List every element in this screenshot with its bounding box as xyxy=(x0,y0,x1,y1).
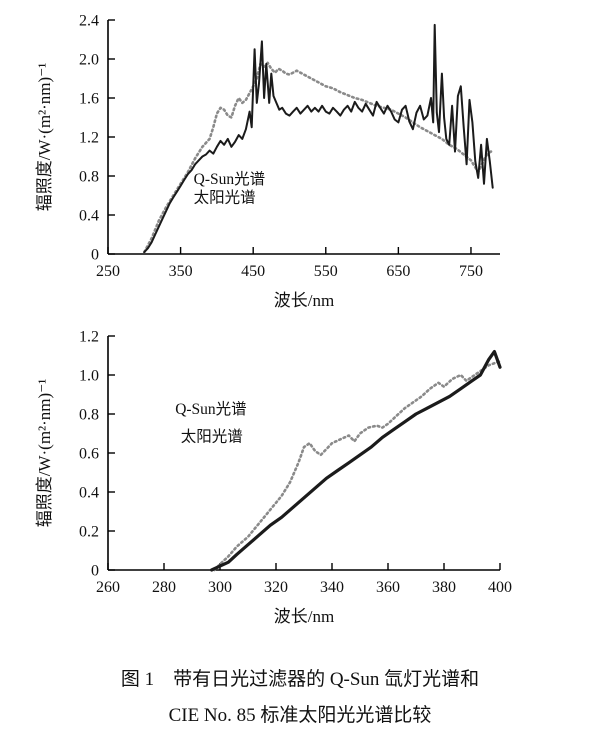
x-tick-label: 350 xyxy=(169,263,193,280)
x-tick-label: 650 xyxy=(386,263,410,280)
legend-annotation: Q-Sun光谱 xyxy=(175,400,246,418)
x-tick-label: 300 xyxy=(208,579,232,596)
x-tick-label: 450 xyxy=(241,263,265,280)
x-tick-label: 400 xyxy=(488,579,512,596)
figure-caption-line2: CIE No. 85 标准太阳光光谱比较 xyxy=(168,705,432,726)
top-spectrum-plot: 250 350 450 550 650 750 0 0.4 0.8 1.2 1.6 2.0 2.4 波长/… xyxy=(35,13,500,310)
y-tick-label: 1.6 xyxy=(79,91,99,108)
x-tick-label: 380 xyxy=(432,579,456,596)
y-tick-label: 0 xyxy=(91,247,99,264)
y-axis-title: 辐照度/W·(m²·nm)⁻¹ xyxy=(35,63,54,212)
figure-caption: 图 1 带有日光过滤器的 Q-Sun 氙灯光谱和 CIE No. 85 标准太阳… xyxy=(0,662,600,734)
y-tick-label: 2.4 xyxy=(79,13,99,30)
y-tick-label: 0.4 xyxy=(79,485,99,502)
x-tick-label: 280 xyxy=(152,579,176,596)
y-tick-label: 0.8 xyxy=(79,169,99,186)
series-solid-line xyxy=(210,350,502,572)
bottom-spectrum-chart: 260 280 300 320 340 360 380 400 0 0.2 0.4 0.6 0.8 1.0… xyxy=(28,322,514,639)
x-tick-label: 250 xyxy=(96,263,120,280)
x-axis-title: 波长/nm xyxy=(274,607,334,626)
x-tick-label: 340 xyxy=(320,579,344,596)
x-axis-title: 波长/nm xyxy=(274,291,334,310)
series-dotted-line xyxy=(213,360,502,572)
y-tick-label: 1.0 xyxy=(79,368,99,385)
legend-annotation: 太阳光谱 xyxy=(181,427,243,445)
x-tick-label: 750 xyxy=(459,263,483,280)
bottom-spectrum-plot: 260 280 300 320 340 360 380 400 0 0.2 0.4 0.6 0.8 1.0… xyxy=(35,329,512,627)
series-solid-line xyxy=(143,23,494,254)
y-tick-label: 0.6 xyxy=(79,446,99,463)
y-tick-label: 1.2 xyxy=(79,130,99,147)
y-tick-label: 0.4 xyxy=(79,208,99,225)
x-tick-label: 550 xyxy=(314,263,338,280)
y-tick-label: 1.2 xyxy=(79,329,99,346)
x-tick-label: 360 xyxy=(376,579,400,596)
legend-annotation: Q-Sun光谱 xyxy=(194,170,265,188)
y-tick-label: 0.8 xyxy=(79,407,99,424)
y-tick-label: 0.2 xyxy=(79,524,99,541)
legend-annotation: 太阳光谱 xyxy=(194,188,256,206)
y-axis-title: 辐照度/W·(m²·nm)⁻¹ xyxy=(35,379,54,528)
x-tick-label: 260 xyxy=(96,579,120,596)
top-spectrum-chart: 250 350 450 550 650 750 0 0.4 0.8 1.2 1.6 2.0 2.4 波长/… xyxy=(28,6,514,323)
series-dotted-line xyxy=(143,61,494,254)
y-tick-label: 0 xyxy=(91,563,99,580)
x-tick-label: 320 xyxy=(264,579,288,596)
y-tick-label: 2.0 xyxy=(79,52,99,69)
figure-caption-line1: 图 1 带有日光过滤器的 Q-Sun 氙灯光谱和 xyxy=(120,669,480,690)
